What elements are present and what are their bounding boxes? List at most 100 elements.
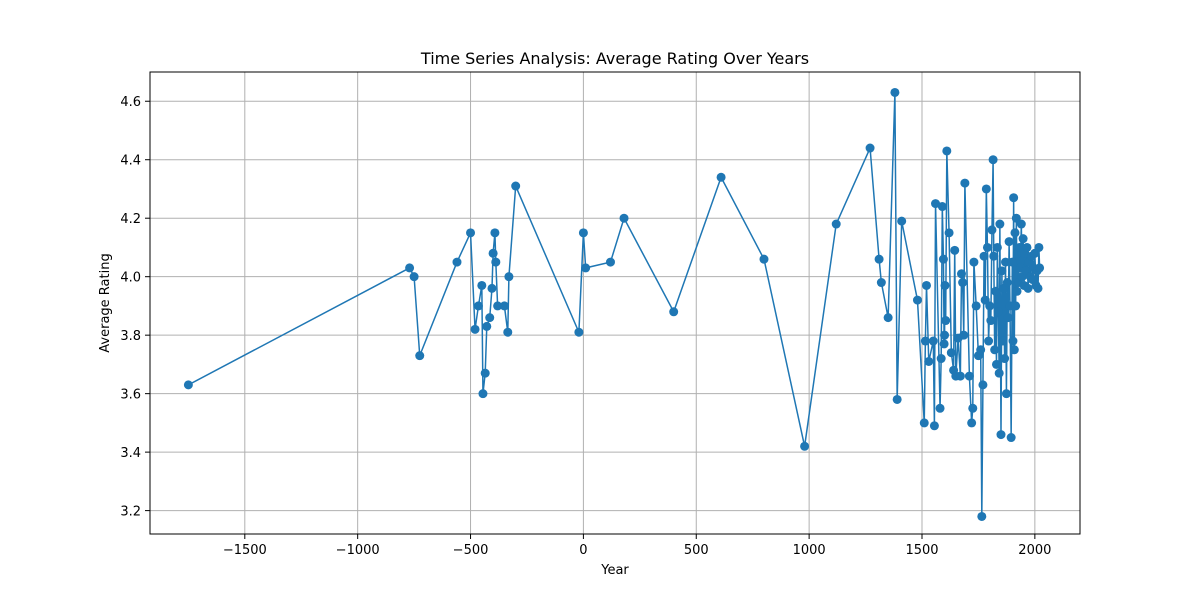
data-point [415, 351, 425, 361]
data-point [831, 219, 841, 229]
data-point [605, 257, 615, 267]
data-point [619, 213, 629, 223]
data-point [937, 202, 947, 212]
data-point [897, 216, 907, 226]
data-point [1001, 389, 1011, 399]
data-point [995, 219, 1005, 229]
y-tick-label: 3.4 [120, 446, 141, 461]
data-point [574, 327, 584, 337]
data-point [183, 380, 193, 390]
data-point [1035, 263, 1045, 273]
data-point [1009, 193, 1019, 203]
data-point [940, 280, 950, 290]
data-point [473, 301, 483, 311]
x-tick-label: −500 [453, 543, 489, 558]
data-point [985, 301, 995, 311]
data-point [485, 313, 495, 323]
data-point [939, 339, 949, 349]
data-point [716, 172, 726, 182]
data-point [979, 251, 989, 261]
data-point [477, 280, 487, 290]
data-point [490, 228, 500, 238]
data-point [978, 380, 988, 390]
data-point [470, 324, 480, 334]
data-point [1022, 242, 1032, 252]
data-point [931, 199, 941, 209]
data-point [959, 330, 969, 340]
data-point [1008, 336, 1018, 346]
data-point [994, 368, 1004, 378]
data-point [964, 371, 974, 381]
x-tick-label: 1000 [793, 543, 826, 558]
data-point [919, 418, 929, 428]
data-point [480, 368, 490, 378]
x-axis-label: Year [600, 563, 629, 578]
data-point [989, 251, 999, 261]
data-point [967, 418, 977, 428]
data-point [883, 313, 893, 323]
x-tick-label: −1000 [336, 543, 380, 558]
data-point [1004, 237, 1014, 247]
data-point [1018, 234, 1028, 244]
x-tick-label: 1500 [905, 543, 938, 558]
data-point [912, 295, 922, 305]
data-point [944, 228, 954, 238]
series-line [188, 92, 1041, 517]
plot-frame [149, 71, 1081, 535]
data-point [1003, 313, 1013, 323]
y-tick-label: 4.2 [120, 212, 141, 227]
x-tick-label: −1500 [223, 543, 267, 558]
data-point [478, 389, 488, 399]
data-point [998, 336, 1008, 346]
y-tick-label: 4.4 [120, 154, 141, 169]
data-point [950, 245, 960, 255]
data-point [990, 345, 1000, 355]
data-point [1033, 283, 1043, 293]
data-point [759, 254, 769, 264]
data-point [958, 278, 968, 288]
data-point [988, 155, 998, 165]
data-point [1023, 283, 1033, 293]
data-point [876, 278, 886, 288]
x-tick-label: 2000 [1018, 543, 1051, 558]
data-point [984, 336, 994, 346]
data-point [1016, 219, 1026, 229]
data-point [920, 336, 930, 346]
data-point [669, 307, 679, 317]
data-point [936, 354, 946, 364]
data-point [922, 280, 932, 290]
data-point [987, 225, 997, 235]
data-point [499, 301, 509, 311]
data-point [1007, 257, 1017, 267]
y-tick-label: 4.0 [120, 271, 141, 286]
data-point [968, 403, 978, 413]
data-point [581, 263, 591, 273]
data-point [487, 283, 497, 293]
data-point [1010, 228, 1020, 238]
y-axis-label: Average Rating [98, 253, 113, 352]
data-point [992, 242, 1002, 252]
data-point [1006, 433, 1016, 443]
data-point [865, 143, 875, 153]
series-markers [183, 87, 1045, 521]
data-point [997, 266, 1007, 276]
data-point [1011, 213, 1021, 223]
data-point [976, 345, 986, 355]
data-point [924, 356, 934, 366]
data-point [1015, 242, 1025, 252]
data-point [986, 316, 996, 326]
data-point [503, 327, 513, 337]
data-point [1034, 242, 1044, 252]
x-tick-label: 500 [684, 543, 709, 558]
data-point [1002, 278, 1012, 288]
data-point [890, 87, 900, 97]
data-point [578, 228, 588, 238]
data-point [955, 371, 965, 381]
y-tick-label: 3.2 [120, 505, 141, 520]
data-point [874, 254, 884, 264]
data-point [991, 359, 1001, 369]
data-point [938, 254, 948, 264]
y-axis-ticks: 3.2 3.4 3.6 3.8 4.0 4.2 4.4 4.6 [120, 95, 150, 520]
